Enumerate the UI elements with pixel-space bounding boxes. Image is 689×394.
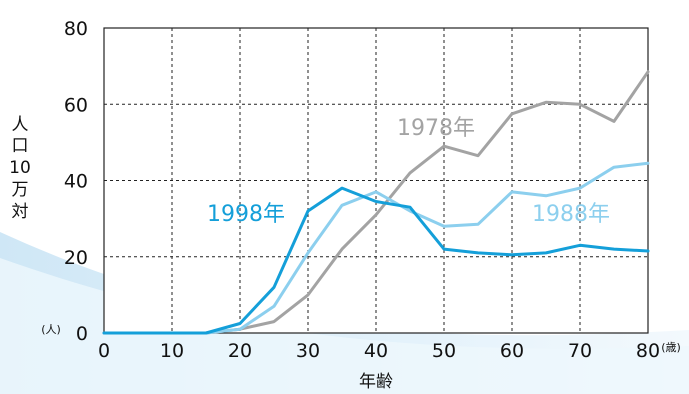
y-axis-title-part-3: 万: [12, 180, 29, 200]
x-tick-label-8: 80: [636, 340, 660, 362]
y-tick-label-4: 80: [64, 18, 88, 40]
x-tick-label-7: 70: [568, 340, 592, 362]
y-axis-title-part-1: 口: [12, 136, 29, 156]
series-label-1: 1988年: [532, 202, 610, 227]
y-tick-label-3: 60: [64, 94, 88, 116]
tick-labels: 0 10 20 30 40 50 60 70 80 0 20 40 60 80: [64, 18, 660, 362]
series-line-2: [102, 186, 650, 335]
x-tick-label-4: 40: [364, 340, 388, 362]
y-axis-title-part-0: 人: [12, 115, 29, 135]
x-axis-unit: (歳): [661, 341, 681, 354]
y-axis-title-part-2: 10: [9, 158, 31, 178]
x-tick-label-6: 60: [500, 340, 524, 362]
background-swoosh-highlight: [0, 258, 689, 394]
y-axis-title-part-4: 対: [12, 202, 29, 222]
x-tick-label-3: 30: [296, 340, 320, 362]
x-tick-label-2: 20: [228, 340, 252, 362]
y-axis-unit: (人): [41, 323, 61, 336]
x-tick-label-5: 50: [432, 340, 456, 362]
series-lines: [102, 70, 650, 335]
series-label-0: 1978年: [397, 116, 475, 141]
series-label-2: 1998年: [207, 202, 285, 227]
x-tick-label-0: 0: [98, 340, 110, 362]
grid-lines: [104, 28, 648, 333]
y-tick-label-2: 40: [64, 171, 88, 193]
y-tick-label-0: 0: [76, 323, 88, 345]
x-axis-title: 年齢: [359, 372, 393, 392]
series-labels: 1978年 1988年 1998年: [207, 116, 610, 227]
y-tick-label-1: 20: [64, 247, 88, 269]
x-tick-label-1: 10: [160, 340, 184, 362]
